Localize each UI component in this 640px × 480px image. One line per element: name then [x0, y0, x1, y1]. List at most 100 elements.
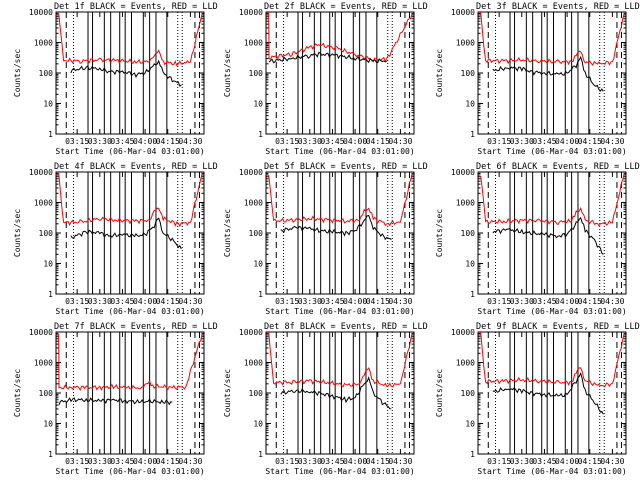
y-tick-label: 10000 [451, 168, 475, 177]
events-series [492, 216, 604, 255]
y-tick-label: 10 [43, 100, 53, 109]
y-tick-label: 1000 [244, 359, 263, 368]
lld-series [268, 173, 413, 227]
y-tick-label: 10 [465, 260, 475, 269]
x-tick-label: 03:30 [298, 137, 322, 146]
y-tick-label: 1000 [244, 39, 263, 48]
x-tick-label: 04:00 [343, 297, 367, 306]
y-axis-label: Counts/sec [13, 49, 22, 97]
events-series [70, 59, 182, 87]
y-tick-label: 1000 [244, 199, 263, 208]
x-axis-label: Start Time (06-Mar-04 03:01:00) [477, 467, 626, 476]
y-tick-label: 100 [39, 389, 54, 398]
lld-series [268, 331, 413, 388]
y-tick-label: 10000 [29, 168, 53, 177]
y-tick-label: 100 [461, 69, 476, 78]
panel-9: Det 9f BLACK = Events, RED = LLD 1 10 100 10… [435, 322, 640, 476]
x-tick-label: 04:30 [388, 457, 412, 466]
x-tick-label: 03:45 [320, 457, 344, 466]
y-tick-label: 1 [48, 450, 53, 459]
panel-2: Det 2f BLACK = Events, RED = LLD 1 10 100 10… [223, 2, 428, 156]
x-axis-label: Start Time (06-Mar-04 03:01:00) [477, 307, 626, 316]
y-tick-label: 1 [258, 130, 263, 139]
y-axis-label: Counts/sec [223, 49, 232, 97]
x-tick-label: 04:15 [366, 297, 390, 306]
y-tick-label: 1 [470, 130, 475, 139]
y-tick-label: 100 [39, 229, 54, 238]
x-tick-label: 04:15 [156, 297, 180, 306]
x-tick-label: 03:30 [88, 297, 112, 306]
x-tick-label: 03:45 [532, 457, 556, 466]
x-tick-label: 04:30 [178, 457, 202, 466]
x-axis-label: Start Time (06-Mar-04 03:01:00) [265, 147, 414, 156]
lld-series [480, 173, 625, 227]
x-tick-label: 04:30 [600, 457, 624, 466]
x-tick-label: 04:00 [555, 137, 579, 146]
y-tick-label: 10 [43, 260, 53, 269]
x-tick-label: 03:15 [275, 137, 299, 146]
x-tick-label: 04:15 [578, 457, 602, 466]
y-tick-label: 1 [48, 290, 53, 299]
x-tick-label: 03:45 [110, 297, 134, 306]
x-tick-label: 03:15 [275, 297, 299, 306]
y-axis-label: Counts/sec [435, 209, 444, 257]
y-tick-label: 10 [43, 420, 53, 429]
x-tick-label: 03:15 [65, 297, 89, 306]
x-tick-label: 04:00 [133, 457, 157, 466]
y-tick-label: 1 [258, 450, 263, 459]
x-tick-label: 03:45 [320, 297, 344, 306]
x-tick-label: 03:15 [275, 457, 299, 466]
x-tick-label: 04:15 [366, 457, 390, 466]
panel-7: Det 7f BLACK = Events, RED = LLD 1 10 100 10… [13, 322, 218, 476]
x-tick-label: 03:45 [320, 137, 344, 146]
x-tick-label: 03:30 [510, 457, 534, 466]
panel-title: Det 4f BLACK = Events, RED = LLD [54, 162, 218, 172]
panel-1: Det 1f BLACK = Events, RED = LLD 1 10 100 10… [13, 2, 218, 156]
y-tick-label: 10 [253, 420, 263, 429]
panel-8: Det 8f BLACK = Events, RED = LLD 1 10 100 10… [223, 322, 428, 476]
lld-series [58, 333, 203, 391]
y-axis-label: Counts/sec [223, 369, 232, 417]
x-tick-label: 04:30 [388, 297, 412, 306]
panel-title: Det 9f BLACK = Events, RED = LLD [476, 322, 640, 332]
y-axis-label: Counts/sec [13, 209, 22, 257]
x-tick-label: 04:15 [156, 457, 180, 466]
panel-title: Det 2f BLACK = Events, RED = LLD [264, 2, 428, 12]
events-series [70, 217, 182, 250]
events-series [492, 372, 604, 415]
x-tick-label: 03:30 [510, 137, 534, 146]
x-tick-label: 04:15 [156, 137, 180, 146]
x-tick-label: 04:00 [133, 137, 157, 146]
panel-title: Det 1f BLACK = Events, RED = LLD [54, 2, 218, 12]
events-series [58, 397, 173, 406]
y-tick-label: 10000 [239, 8, 263, 17]
x-tick-label: 04:30 [600, 137, 624, 146]
y-tick-label: 100 [249, 389, 264, 398]
x-tick-label: 03:15 [487, 297, 511, 306]
y-tick-label: 10000 [239, 328, 263, 337]
y-tick-label: 10000 [451, 328, 475, 337]
x-tick-label: 03:45 [110, 137, 134, 146]
x-tick-label: 03:45 [532, 137, 556, 146]
panel-4: Det 4f BLACK = Events, RED = LLD 1 10 100 10… [13, 162, 218, 316]
y-tick-label: 1000 [34, 199, 53, 208]
x-tick-label: 03:30 [298, 457, 322, 466]
y-axis-label: Counts/sec [13, 369, 22, 417]
y-tick-label: 10000 [29, 8, 53, 17]
y-tick-label: 10 [465, 100, 475, 109]
y-tick-label: 10 [465, 420, 475, 429]
y-tick-label: 1000 [456, 359, 475, 368]
y-tick-label: 10000 [239, 168, 263, 177]
x-tick-label: 04:15 [366, 137, 390, 146]
y-tick-label: 1 [48, 130, 53, 139]
y-tick-label: 1000 [34, 359, 53, 368]
y-tick-label: 10000 [29, 328, 53, 337]
x-axis-label: Start Time (06-Mar-04 03:01:00) [265, 467, 414, 476]
y-tick-label: 100 [249, 229, 264, 238]
y-tick-label: 1 [470, 290, 475, 299]
lld-series [480, 331, 625, 388]
y-tick-label: 100 [461, 389, 476, 398]
x-axis-label: Start Time (06-Mar-04 03:01:00) [265, 307, 414, 316]
x-tick-label: 03:15 [487, 457, 511, 466]
